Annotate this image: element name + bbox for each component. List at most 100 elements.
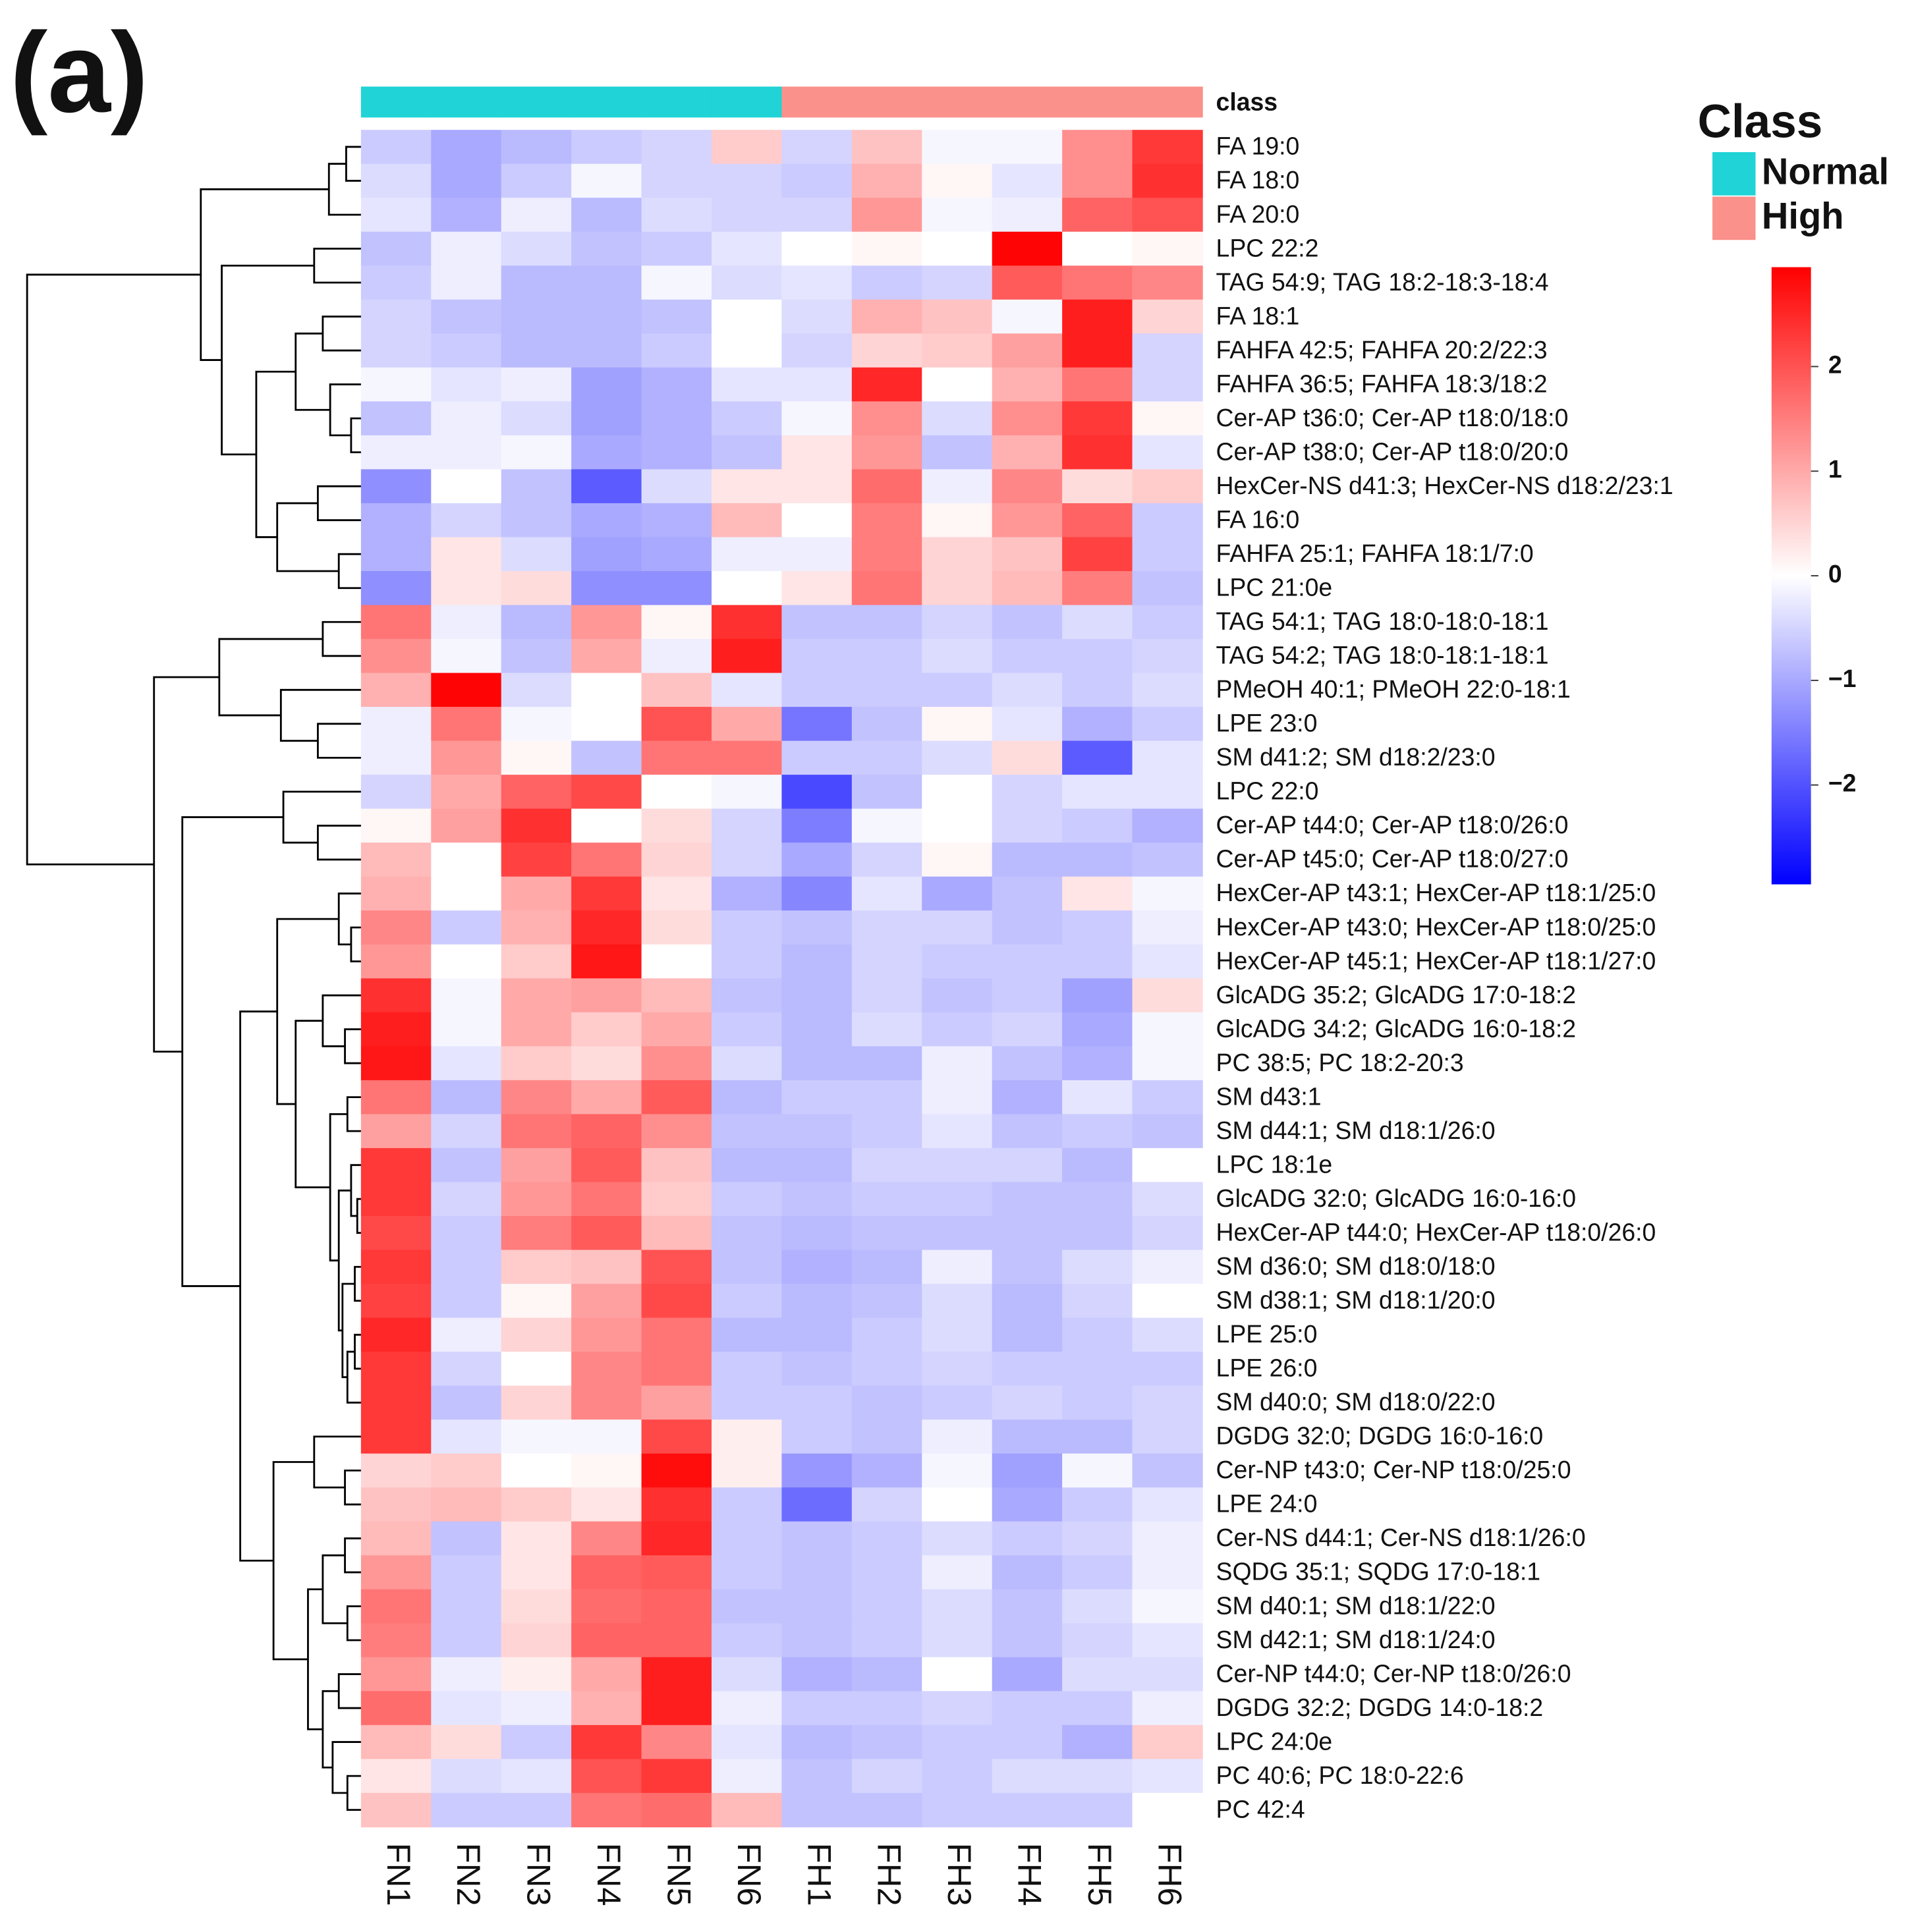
heatmap-cell	[992, 1420, 1063, 1454]
heatmap-cell	[1132, 435, 1203, 470]
heatmap-cell	[1062, 198, 1133, 233]
heatmap-cell	[922, 1691, 993, 1726]
row-label: TAG 54:9; TAG 18:2-18:3-18:4	[1216, 268, 1549, 296]
heatmap-cell	[571, 299, 642, 335]
heatmap-cell	[360, 299, 432, 335]
heatmap-cell	[711, 910, 783, 945]
heatmap-cell	[992, 367, 1063, 402]
heatmap-cell	[641, 707, 712, 742]
heatmap-cell	[711, 198, 783, 233]
heatmap-cell	[851, 198, 923, 233]
heatmap-cell	[851, 1521, 923, 1556]
row-label: GlcADG 35:2; GlcADG 17:0-18:2	[1216, 981, 1577, 1008]
heatmap-cell	[851, 842, 923, 877]
heatmap-cell	[922, 605, 993, 640]
heatmap-cell	[851, 605, 923, 640]
heatmap-cell	[360, 435, 432, 470]
heatmap-cell	[781, 537, 853, 572]
heatmap-cell	[360, 570, 432, 606]
heatmap-cell	[922, 808, 993, 843]
heatmap-cell	[1132, 1147, 1203, 1183]
heatmap-cell	[571, 130, 642, 165]
heatmap-cell	[571, 1792, 642, 1828]
heatmap-cell	[711, 605, 783, 640]
heatmap-cell	[851, 1215, 923, 1251]
heatmap-cell	[360, 1725, 432, 1760]
heatmap-cell	[641, 1725, 712, 1760]
heatmap-cell	[641, 503, 712, 538]
heatmap-cell	[1132, 944, 1203, 980]
heatmap-cell	[501, 198, 572, 233]
heatmap-cell	[1132, 740, 1203, 775]
heatmap-cell	[781, 1182, 853, 1217]
class-bar	[992, 86, 1063, 118]
heatmap-cell	[571, 639, 642, 674]
heatmap-cell	[641, 469, 712, 504]
heatmap-cell	[360, 1317, 432, 1352]
heatmap-cell	[922, 1521, 993, 1556]
heatmap-cell	[992, 910, 1063, 945]
legend-title: Class	[1698, 96, 1823, 148]
row-label: LPE 24:0	[1216, 1490, 1318, 1518]
heatmap-cell	[641, 978, 712, 1013]
heatmap-cell	[1062, 605, 1133, 640]
heatmap-cell	[501, 1487, 572, 1522]
heatmap-cell	[851, 808, 923, 843]
heatmap-cell	[1062, 944, 1133, 980]
heatmap-cell	[641, 1352, 712, 1387]
heatmap-cell	[781, 605, 853, 640]
heatmap-cell	[431, 944, 502, 980]
heatmap-cell	[851, 265, 923, 300]
heatmap-cell	[360, 1385, 432, 1420]
heatmap-cell	[922, 1114, 993, 1149]
heatmap-cell	[851, 1283, 923, 1319]
heatmap-cell	[571, 775, 642, 810]
legend-swatch	[1712, 152, 1756, 196]
heatmap-cell	[1062, 1453, 1133, 1488]
colorbar-tick-label: −1	[1828, 665, 1857, 692]
heatmap-cell	[641, 1623, 712, 1658]
heatmap-cell	[360, 876, 432, 911]
heatmap-cell	[711, 1385, 783, 1420]
heatmap-cell	[501, 299, 572, 335]
heatmap-cell	[1062, 231, 1133, 267]
heatmap-cell	[1062, 435, 1133, 470]
column-label: FN5	[660, 1843, 698, 1906]
heatmap-cell	[501, 1420, 572, 1454]
heatmap-cell	[571, 1317, 642, 1352]
heatmap-cell	[992, 978, 1063, 1013]
heatmap-cell	[851, 367, 923, 402]
heatmap-cell	[431, 1725, 502, 1760]
heatmap-cell	[851, 910, 923, 945]
heatmap-cell	[1132, 1215, 1203, 1251]
heatmap-cell	[922, 1283, 993, 1319]
class-label: class	[1216, 88, 1278, 116]
heatmap-cell	[501, 707, 572, 742]
heatmap-cell	[501, 842, 572, 877]
heatmap-cell	[992, 401, 1063, 436]
heatmap-cell	[711, 1317, 783, 1352]
heatmap-cell	[781, 1080, 853, 1115]
heatmap-cell	[360, 503, 432, 538]
heatmap-cell	[992, 1317, 1063, 1352]
heatmap-cell	[1062, 910, 1133, 945]
heatmap-cell	[501, 1012, 572, 1047]
heatmap-cell	[571, 1759, 642, 1794]
heatmap-cell	[641, 740, 712, 775]
heatmap-cell	[711, 231, 783, 267]
heatmap-cell	[501, 401, 572, 436]
column-label: FN6	[731, 1843, 768, 1906]
heatmap-cell	[1132, 1453, 1203, 1488]
row-label: Cer-AP t36:0; Cer-AP t18:0/18:0	[1216, 404, 1569, 431]
heatmap-cell	[571, 435, 642, 470]
row-label: PC 42:4	[1216, 1795, 1305, 1823]
heatmap-cell	[992, 707, 1063, 742]
heatmap-cell	[1132, 978, 1203, 1013]
heatmap-cell	[501, 1759, 572, 1794]
heatmap-cell	[571, 1691, 642, 1726]
heatmap-cell	[431, 299, 502, 335]
heatmap-cell	[922, 1046, 993, 1081]
heatmap-cell	[641, 1792, 712, 1828]
heatmap-cell	[360, 1114, 432, 1149]
heatmap-cell	[1132, 808, 1203, 843]
